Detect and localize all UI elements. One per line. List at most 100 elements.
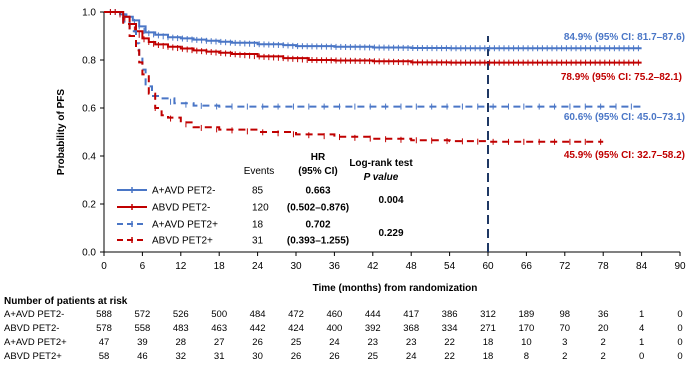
risk-cell: 271	[480, 323, 496, 334]
risk-cell: 31	[214, 351, 225, 362]
risk-cell: 572	[134, 309, 150, 320]
risk-cell: 558	[134, 323, 150, 334]
risk-cell: 2	[562, 351, 567, 362]
x-tick-label: 42	[367, 261, 379, 272]
risk-cell: 18	[483, 351, 494, 362]
legend-item-aavd-pet2-pos: A+AVD PET2+ 18	[117, 220, 264, 231]
pvalue-header: P value	[364, 172, 399, 183]
risk-cell: 8	[524, 351, 529, 362]
risk-cell: 1	[639, 337, 644, 348]
risk-cell: 484	[250, 309, 266, 320]
legend-label: ABVD PET2+	[152, 236, 213, 247]
risk-cell: 500	[211, 309, 227, 320]
ci-pet2-pos: (0.393–1.255)	[287, 236, 349, 247]
risk-cell: 25	[368, 351, 379, 362]
chart-axes: 0 6 12 18 24 30 36 42 48 54 60 66 72 78 84 90 0.0 0.2 0.4 0…	[82, 8, 686, 273]
legend-item-aavd-pet2-neg: A+AVD PET2- 85	[117, 186, 264, 197]
x-tick-label: 90	[674, 261, 686, 272]
x-tick-label: 18	[214, 261, 226, 272]
risk-row-label: A+AVD PET2+	[4, 337, 67, 348]
risk-row-label: A+AVD PET2-	[4, 309, 64, 320]
events-header: Events	[244, 166, 275, 177]
x-tick-label: 54	[444, 261, 456, 272]
hr-header: HR	[311, 152, 326, 163]
risk-cell: 588	[96, 309, 112, 320]
risk-cell: 36	[598, 309, 609, 320]
x-tick-label: 66	[521, 261, 533, 272]
risk-cell: 0	[677, 351, 682, 362]
risk-cell: 20	[598, 323, 609, 334]
risk-cell: 26	[329, 351, 340, 362]
risk-cell: 18	[483, 337, 494, 348]
legend-label: A+AVD PET2+	[152, 220, 218, 231]
km-curve-1	[104, 11, 642, 64]
risk-cell: 39	[137, 337, 148, 348]
legend-label: ABVD PET2-	[152, 203, 210, 214]
x-tick-label: 48	[406, 261, 418, 272]
x-tick-label: 0	[101, 261, 107, 272]
risk-cell: 442	[250, 323, 266, 334]
hr-pet2-neg: 0.663	[305, 186, 330, 197]
y-tick-label: 0.8	[82, 56, 96, 67]
risk-cell: 400	[326, 323, 342, 334]
p-pet2-pos: 0.229	[378, 228, 403, 239]
x-tick-label: 78	[598, 261, 610, 272]
x-tick-label: 30	[290, 261, 302, 272]
risk-cell: 30	[252, 351, 263, 362]
risk-cell: 25	[291, 337, 302, 348]
risk-cell: 334	[442, 323, 458, 334]
risk-cell: 2	[601, 351, 606, 362]
risk-row-label: ABVD PET2-	[4, 323, 59, 334]
risk-table-title: Number of patients at risk	[4, 296, 128, 307]
y-tick-label: 0.6	[82, 104, 96, 115]
risk-cell: 28	[176, 337, 187, 348]
risk-cell: 424	[288, 323, 304, 334]
risk-cell: 386	[442, 309, 458, 320]
risk-cell: 444	[365, 309, 381, 320]
risk-cell: 58	[99, 351, 110, 362]
risk-cell: 3	[562, 337, 567, 348]
risk-cell: 0	[639, 351, 644, 362]
risk-cell: 0	[677, 337, 682, 348]
x-tick-label: 36	[329, 261, 341, 272]
legend-label: A+AVD PET2-	[152, 186, 215, 197]
legend-events: 120	[252, 203, 269, 214]
risk-cell: 463	[211, 323, 227, 334]
risk-cell: 368	[403, 323, 419, 334]
risk-cell: 46	[137, 351, 148, 362]
curve-annotation-0: 84.9% (95% CI: 81.7–87.6)	[564, 32, 685, 43]
risk-cell: 24	[406, 351, 417, 362]
risk-cell: 70	[560, 323, 571, 334]
risk-cell: 460	[326, 309, 342, 320]
risk-cell: 22	[444, 337, 455, 348]
risk-cell: 2	[601, 337, 606, 348]
risk-cell: 0	[677, 309, 682, 320]
risk-cell: 189	[518, 309, 534, 320]
km-curve-2	[104, 11, 642, 108]
risk-cell: 170	[518, 323, 534, 334]
x-tick-label: 72	[559, 261, 571, 272]
x-tick-label: 84	[636, 261, 648, 272]
risk-cell: 0	[677, 323, 682, 334]
risk-cell: 312	[480, 309, 496, 320]
y-tick-label: 0.2	[82, 200, 96, 211]
risk-cell: 22	[444, 351, 455, 362]
x-tick-label: 12	[175, 261, 187, 272]
curve-annotation-2: 60.6% (95% CI: 45.0–73.1)	[564, 112, 685, 123]
km-curve-0	[104, 11, 642, 50]
x-tick-label: 6	[140, 261, 146, 272]
risk-cell: 24	[329, 337, 340, 348]
risk-table: A+AVD PET2- 588 572 526 500 484 472 460 444 417 38…	[4, 309, 683, 362]
legend-events: 85	[252, 186, 264, 197]
risk-cell: 1	[639, 309, 644, 320]
risk-cell: 98	[560, 309, 571, 320]
legend-item-abvd-pet2-neg: ABVD PET2- 120	[117, 203, 269, 214]
risk-cell: 23	[368, 337, 379, 348]
risk-cell: 32	[176, 351, 187, 362]
hr-ci-header: (95% CI)	[298, 166, 337, 177]
km-curves	[104, 9, 642, 145]
risk-cell: 23	[406, 337, 417, 348]
legend-events: 18	[252, 220, 264, 231]
legend-item-abvd-pet2-pos: ABVD PET2+ 31	[117, 236, 264, 247]
x-tick-label: 60	[482, 261, 494, 272]
